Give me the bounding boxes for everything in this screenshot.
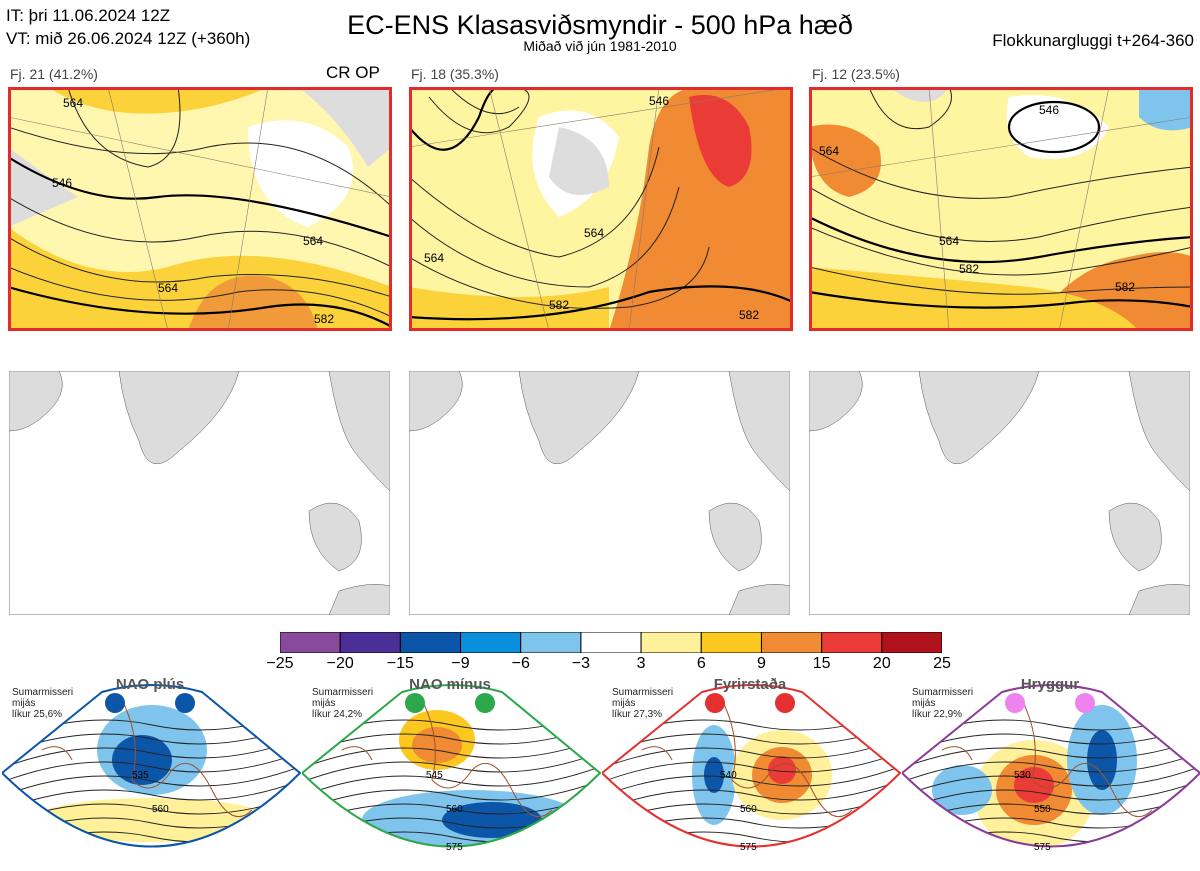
regime-marker-dot bbox=[105, 693, 125, 713]
cluster-3-contour-label: 546 bbox=[1039, 103, 1059, 117]
regime-marker-dot bbox=[1005, 693, 1025, 713]
regime-title: Hryggur bbox=[1020, 676, 1080, 693]
colorbar-tick-label: 15 bbox=[812, 655, 831, 672]
run-info: IT: þri 11.06.2024 12Z VT: mið 26.06.202… bbox=[6, 4, 250, 50]
regime-note-line: mijás bbox=[912, 698, 936, 709]
cluster-2-label: Fj. 18 (35.3%) bbox=[411, 66, 499, 82]
colorbar-swatch bbox=[821, 632, 883, 653]
regime-title: NAO mínus bbox=[409, 676, 491, 693]
cluster-map-3: 546 564 564 582 582 bbox=[809, 87, 1193, 331]
regime-map-3: 540 560 575 bbox=[602, 684, 902, 853]
cluster-1-contour-label: 564 bbox=[303, 234, 323, 248]
cluster-3-contour-label: 582 bbox=[959, 262, 979, 276]
cluster-1-label: Fj. 21 (41.2%) bbox=[10, 66, 98, 82]
colorbar-swatch bbox=[640, 632, 702, 653]
regime-note-line: mijás bbox=[612, 698, 636, 709]
regime-contour-label: 560 bbox=[446, 804, 463, 815]
regime-contour-label: 560 bbox=[152, 804, 169, 815]
colorbar bbox=[280, 632, 942, 653]
basemap-2 bbox=[409, 371, 790, 615]
cluster-3-contour-label: 564 bbox=[819, 144, 839, 158]
colorbar-tick-label: 25 bbox=[933, 655, 951, 672]
cluster-3-contour-label: 582 bbox=[1115, 280, 1135, 294]
cluster-1-contour-label: 582 bbox=[314, 312, 334, 326]
cluster-2-contour-label: 582 bbox=[549, 298, 569, 312]
init-time: IT: þri 11.06.2024 12Z bbox=[6, 6, 171, 25]
regime-marker-dot bbox=[175, 693, 195, 713]
regime-marker-dot bbox=[705, 693, 725, 713]
colorbar-tick-label: −3 bbox=[571, 655, 591, 672]
cluster-2-contour-label: 546 bbox=[649, 94, 669, 108]
cluster-map-1: 564 564 564 582 546 bbox=[8, 87, 392, 331]
regime-marker-dot bbox=[405, 693, 425, 713]
regime-probability-note: Sumarmisseri mijás líkur 24,2% bbox=[312, 687, 392, 720]
regime-contour-label: 535 bbox=[132, 770, 149, 781]
colorbar-swatch bbox=[520, 632, 582, 653]
colorbar-swatch bbox=[460, 632, 522, 653]
regime-contour-label: 540 bbox=[720, 770, 737, 781]
colorbar-labels: −25 −20 −15 −9 −6 −3 3 6 9 15 20 25 bbox=[260, 655, 960, 675]
cluster-1-contour-label: 564 bbox=[63, 96, 83, 110]
colorbar-swatch bbox=[280, 632, 341, 653]
colorbar-swatch bbox=[399, 632, 462, 653]
regime-contour-label: 560 bbox=[740, 804, 757, 815]
page-subtitle: Miðað við jún 1981-2010 bbox=[523, 38, 677, 54]
regime-note-line: Sumarmisseri bbox=[912, 687, 974, 698]
colorbar-swatch bbox=[881, 632, 942, 653]
cluster-3-label: Fj. 12 (23.5%) bbox=[812, 66, 900, 82]
regime-note-line: Sumarmisseri bbox=[12, 687, 74, 698]
colorbar-tick-label: 20 bbox=[872, 655, 891, 672]
regime-marker-dot bbox=[775, 693, 795, 713]
colorbar-tick-label: 3 bbox=[636, 655, 646, 672]
cluster-1-contour-label: 546 bbox=[52, 176, 72, 190]
regime-contour-label: 575 bbox=[446, 842, 463, 853]
regime-note-line: Sumarmisseri bbox=[312, 687, 374, 698]
colorbar-swatch bbox=[700, 632, 762, 653]
clustering-window: Flokkunargluggi t+264-360 bbox=[992, 31, 1194, 50]
regime-contour-label: 545 bbox=[426, 770, 443, 781]
cluster-2-contour-label: 564 bbox=[424, 251, 444, 265]
regime-contour-label: 575 bbox=[740, 842, 757, 853]
regime-note-line: líkur 22,9% bbox=[912, 709, 963, 720]
colorbar-swatch bbox=[339, 632, 401, 653]
colorbar-swatch bbox=[580, 632, 642, 653]
regime-map-4: 530 550 575 bbox=[902, 684, 1200, 853]
colorbar-tick-label: 9 bbox=[757, 655, 766, 672]
cluster-1-contour-label: 564 bbox=[158, 281, 178, 295]
regime-contour-label: 530 bbox=[1014, 770, 1031, 781]
valid-time: VT: mið 26.06.2024 12Z (+360h) bbox=[6, 29, 251, 48]
colorbar-swatch bbox=[760, 632, 823, 653]
colorbar-tick-label: −25 bbox=[266, 655, 294, 672]
regime-marker-dot bbox=[475, 693, 495, 713]
cluster-map-2: 564 564 582 546 582 bbox=[409, 87, 793, 331]
regime-probability-note: Sumarmisseri mijás líkur 25,6% bbox=[12, 687, 92, 720]
colorbar-tick-label: −6 bbox=[511, 655, 530, 672]
regime-note-line: líkur 24,2% bbox=[312, 709, 363, 720]
basemap-3 bbox=[809, 371, 1190, 615]
regime-contour-label: 550 bbox=[1034, 804, 1051, 815]
colorbar-tick-label: −9 bbox=[451, 655, 470, 672]
regime-note-line: líkur 25,6% bbox=[12, 709, 63, 720]
cluster-2-contour-label: 564 bbox=[584, 226, 604, 240]
basemap-1 bbox=[9, 371, 390, 615]
regime-note-line: mijás bbox=[312, 698, 336, 709]
regime-map-1: 535 560 bbox=[2, 684, 302, 848]
cluster-2-contour-label: 582 bbox=[739, 308, 759, 322]
regime-probability-note: Sumarmisseri mijás líkur 27,3% bbox=[612, 687, 692, 720]
regime-note-line: mijás bbox=[12, 698, 36, 709]
regime-map-2: 545 560 575 bbox=[302, 684, 602, 853]
colorbar-tick-label: −20 bbox=[326, 655, 354, 672]
colorbar-tick-label: 6 bbox=[696, 655, 706, 672]
regime-marker-dot bbox=[1075, 693, 1095, 713]
regime-contour-label: 575 bbox=[1034, 842, 1051, 853]
colorbar-tick-label: −15 bbox=[386, 655, 414, 672]
regime-title: NAO plús bbox=[115, 676, 185, 693]
regime-probability-note: Sumarmisseri mijás líkur 22,9% bbox=[912, 687, 992, 720]
cluster-1-tag: CR OP bbox=[326, 63, 380, 82]
page-title: EC-ENS Klasasviðsmyndir - 500 hPa hæð bbox=[347, 10, 853, 40]
regime-note-line: líkur 27,3% bbox=[612, 709, 663, 720]
regime-note-line: Sumarmisseri bbox=[612, 687, 674, 698]
regime-title: Fyrirstaða bbox=[713, 676, 787, 693]
cluster-3-contour-label: 564 bbox=[939, 234, 959, 248]
